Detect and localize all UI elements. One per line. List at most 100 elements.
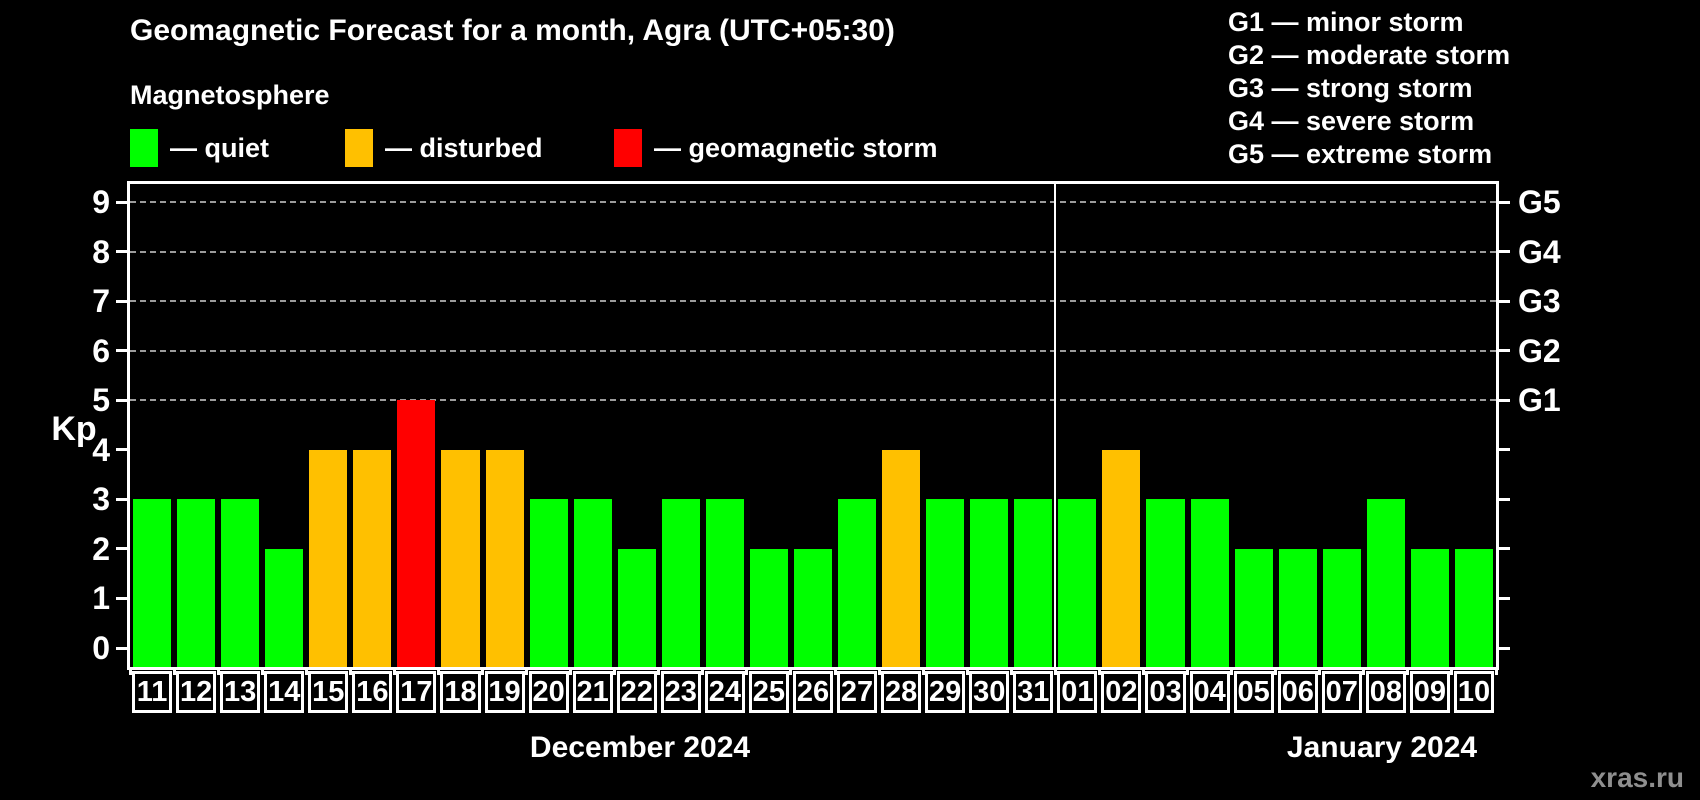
day-label-09: 09 (1409, 671, 1450, 713)
watermark: xras.ru (1590, 762, 1684, 793)
g-legend-line-g3: G3 — strong storm (1228, 73, 1473, 103)
bar-day-06 (1278, 548, 1317, 667)
right-axis-tick-6 (1499, 349, 1510, 353)
day-label-text: 26 (796, 675, 830, 708)
day-label-19: 19 (484, 671, 525, 713)
day-label-24: 24 (704, 671, 745, 713)
g-legend-line-g5: G5 — extreme storm (1228, 139, 1493, 169)
quiet-color-swatch (130, 129, 158, 167)
bar-day-26 (793, 548, 833, 667)
day-label-text: 11 (136, 675, 168, 708)
bar-day-03 (1146, 499, 1185, 667)
day-label-04: 04 (1189, 671, 1230, 713)
bar-day-14 (265, 548, 304, 667)
bar-day-18 (441, 449, 480, 667)
day-label-07: 07 (1321, 671, 1362, 713)
day-label-text: 30 (973, 675, 1006, 708)
bar-day-01 (1058, 499, 1097, 667)
right-axis-tick-2 (1499, 547, 1510, 551)
bar-day-05 (1234, 548, 1273, 667)
bar-day-24 (705, 499, 744, 667)
day-label-text: 04 (1193, 675, 1226, 708)
g-axis-label-g5: G5 (1518, 184, 1561, 220)
y-axis-tick-4 (116, 448, 127, 452)
y-axis-tick-2 (116, 547, 127, 551)
bar-day-21 (573, 499, 612, 667)
day-label-23: 23 (660, 671, 701, 713)
day-label-text: 06 (1281, 675, 1314, 708)
gridline-kp5 (130, 399, 1496, 402)
day-label-08: 08 (1365, 671, 1406, 713)
day-label-26: 26 (792, 671, 834, 713)
y-axis-tick-1 (116, 596, 127, 600)
day-label-text: 27 (840, 675, 874, 708)
day-label-text: 05 (1237, 675, 1270, 708)
bar-day-15 (309, 449, 348, 667)
y-tick-label-7: 7 (92, 283, 110, 320)
day-label-text: 07 (1325, 675, 1358, 708)
g-legend-line-g4: G4 — severe storm (1228, 106, 1475, 136)
month-label-1: January 2024 (1286, 731, 1478, 764)
day-label-text: 17 (400, 675, 433, 708)
day-label-text: 08 (1369, 675, 1402, 708)
g-axis-label-g3: G3 (1518, 283, 1561, 320)
day-label-02: 02 (1101, 671, 1142, 713)
day-label-15: 15 (308, 671, 349, 713)
day-label-text: 01 (1061, 675, 1094, 708)
bar-day-16 (353, 449, 392, 667)
bar-day-04 (1190, 499, 1229, 667)
day-label-01: 01 (1057, 671, 1098, 713)
y-axis-tick-9 (116, 200, 127, 204)
bar-day-28 (882, 449, 921, 667)
bar-day-22 (617, 548, 656, 667)
day-label-13: 13 (220, 671, 261, 713)
y-tick-label-6: 6 (92, 332, 110, 369)
day-label-text: 22 (620, 675, 653, 708)
right-axis-tick-1 (1499, 596, 1510, 600)
day-label-11: 11 (132, 671, 173, 713)
day-label-18: 18 (440, 671, 481, 713)
day-label-text: 10 (1457, 675, 1491, 708)
bar-day-11 (133, 499, 172, 667)
bar-day-08 (1366, 499, 1405, 667)
right-axis-tick-5 (1499, 398, 1510, 402)
day-label-text: 23 (664, 675, 697, 708)
right-axis-tick-8 (1499, 250, 1510, 254)
day-label-06: 06 (1277, 671, 1318, 713)
y-axis-tick-0 (116, 646, 127, 650)
right-axis-tick-9 (1499, 200, 1510, 204)
y-axis-tick-3 (116, 497, 127, 501)
right-axis-tick-0 (1499, 646, 1510, 650)
day-label-text: 24 (708, 675, 741, 708)
day-label-31: 31 (1013, 671, 1054, 713)
right-axis-tick-3 (1499, 497, 1510, 501)
bar-day-31 (1014, 499, 1053, 667)
day-label-16: 16 (352, 671, 393, 713)
day-label-text: 16 (356, 675, 389, 708)
day-label-text: 02 (1105, 675, 1138, 708)
chart-subtitle: Magnetosphere (130, 80, 330, 110)
day-label-text: 20 (532, 675, 565, 708)
y-axis-tick-7 (116, 299, 127, 303)
day-label-21: 21 (572, 671, 613, 713)
legend-item-disturbed: — disturbed (345, 128, 543, 168)
gridline-kp8 (130, 250, 1496, 253)
y-axis-tick-8 (116, 250, 127, 254)
day-label-22: 22 (616, 671, 657, 713)
day-label-03: 03 (1145, 671, 1186, 713)
legend-label-quiet: — quiet (170, 132, 269, 163)
y-axis-title: Kp (51, 410, 97, 448)
bar-day-23 (661, 499, 700, 667)
day-label-text: 13 (224, 675, 257, 708)
day-label-text: 12 (179, 675, 213, 708)
day-label-10: 10 (1453, 671, 1494, 713)
day-label-14: 14 (264, 671, 305, 713)
gridline-kp6 (130, 349, 1496, 352)
day-label-text: 15 (312, 675, 345, 708)
day-label-text: 14 (268, 675, 301, 708)
day-label-text: 03 (1149, 675, 1182, 708)
day-label-20: 20 (528, 671, 569, 713)
bar-day-17 (397, 400, 436, 667)
g-axis-label-g4: G4 (1518, 233, 1561, 270)
